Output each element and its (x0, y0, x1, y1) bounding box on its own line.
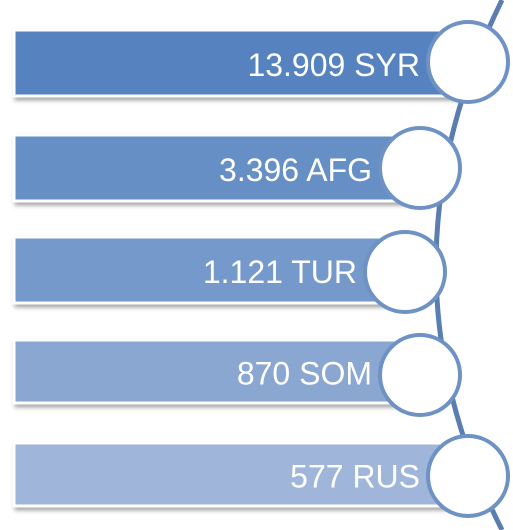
item-node (378, 126, 462, 210)
item-node (378, 333, 462, 417)
item-node (363, 230, 447, 314)
item-label: 13.909 SYR (247, 47, 420, 83)
list-item: 870 SOM (12, 333, 462, 417)
item-label: 3.396 AFG (219, 152, 372, 188)
item-label: 870 SOM (237, 356, 372, 392)
rows: 13.909 SYR 3.396 AFG 1.121 TUR 870 SOM 577 R… (12, 20, 510, 518)
item-node (426, 20, 510, 104)
list-item: 13.909 SYR (12, 20, 510, 104)
item-node (426, 434, 510, 518)
list-item: 3.396 AFG (12, 126, 462, 210)
list-item: 577 RUS (12, 434, 510, 518)
item-bar (12, 133, 416, 203)
item-bar (12, 235, 396, 305)
item-label: 577 RUS (290, 459, 420, 495)
item-label: 1.121 TUR (203, 254, 357, 290)
list-item: 1.121 TUR (12, 230, 447, 314)
